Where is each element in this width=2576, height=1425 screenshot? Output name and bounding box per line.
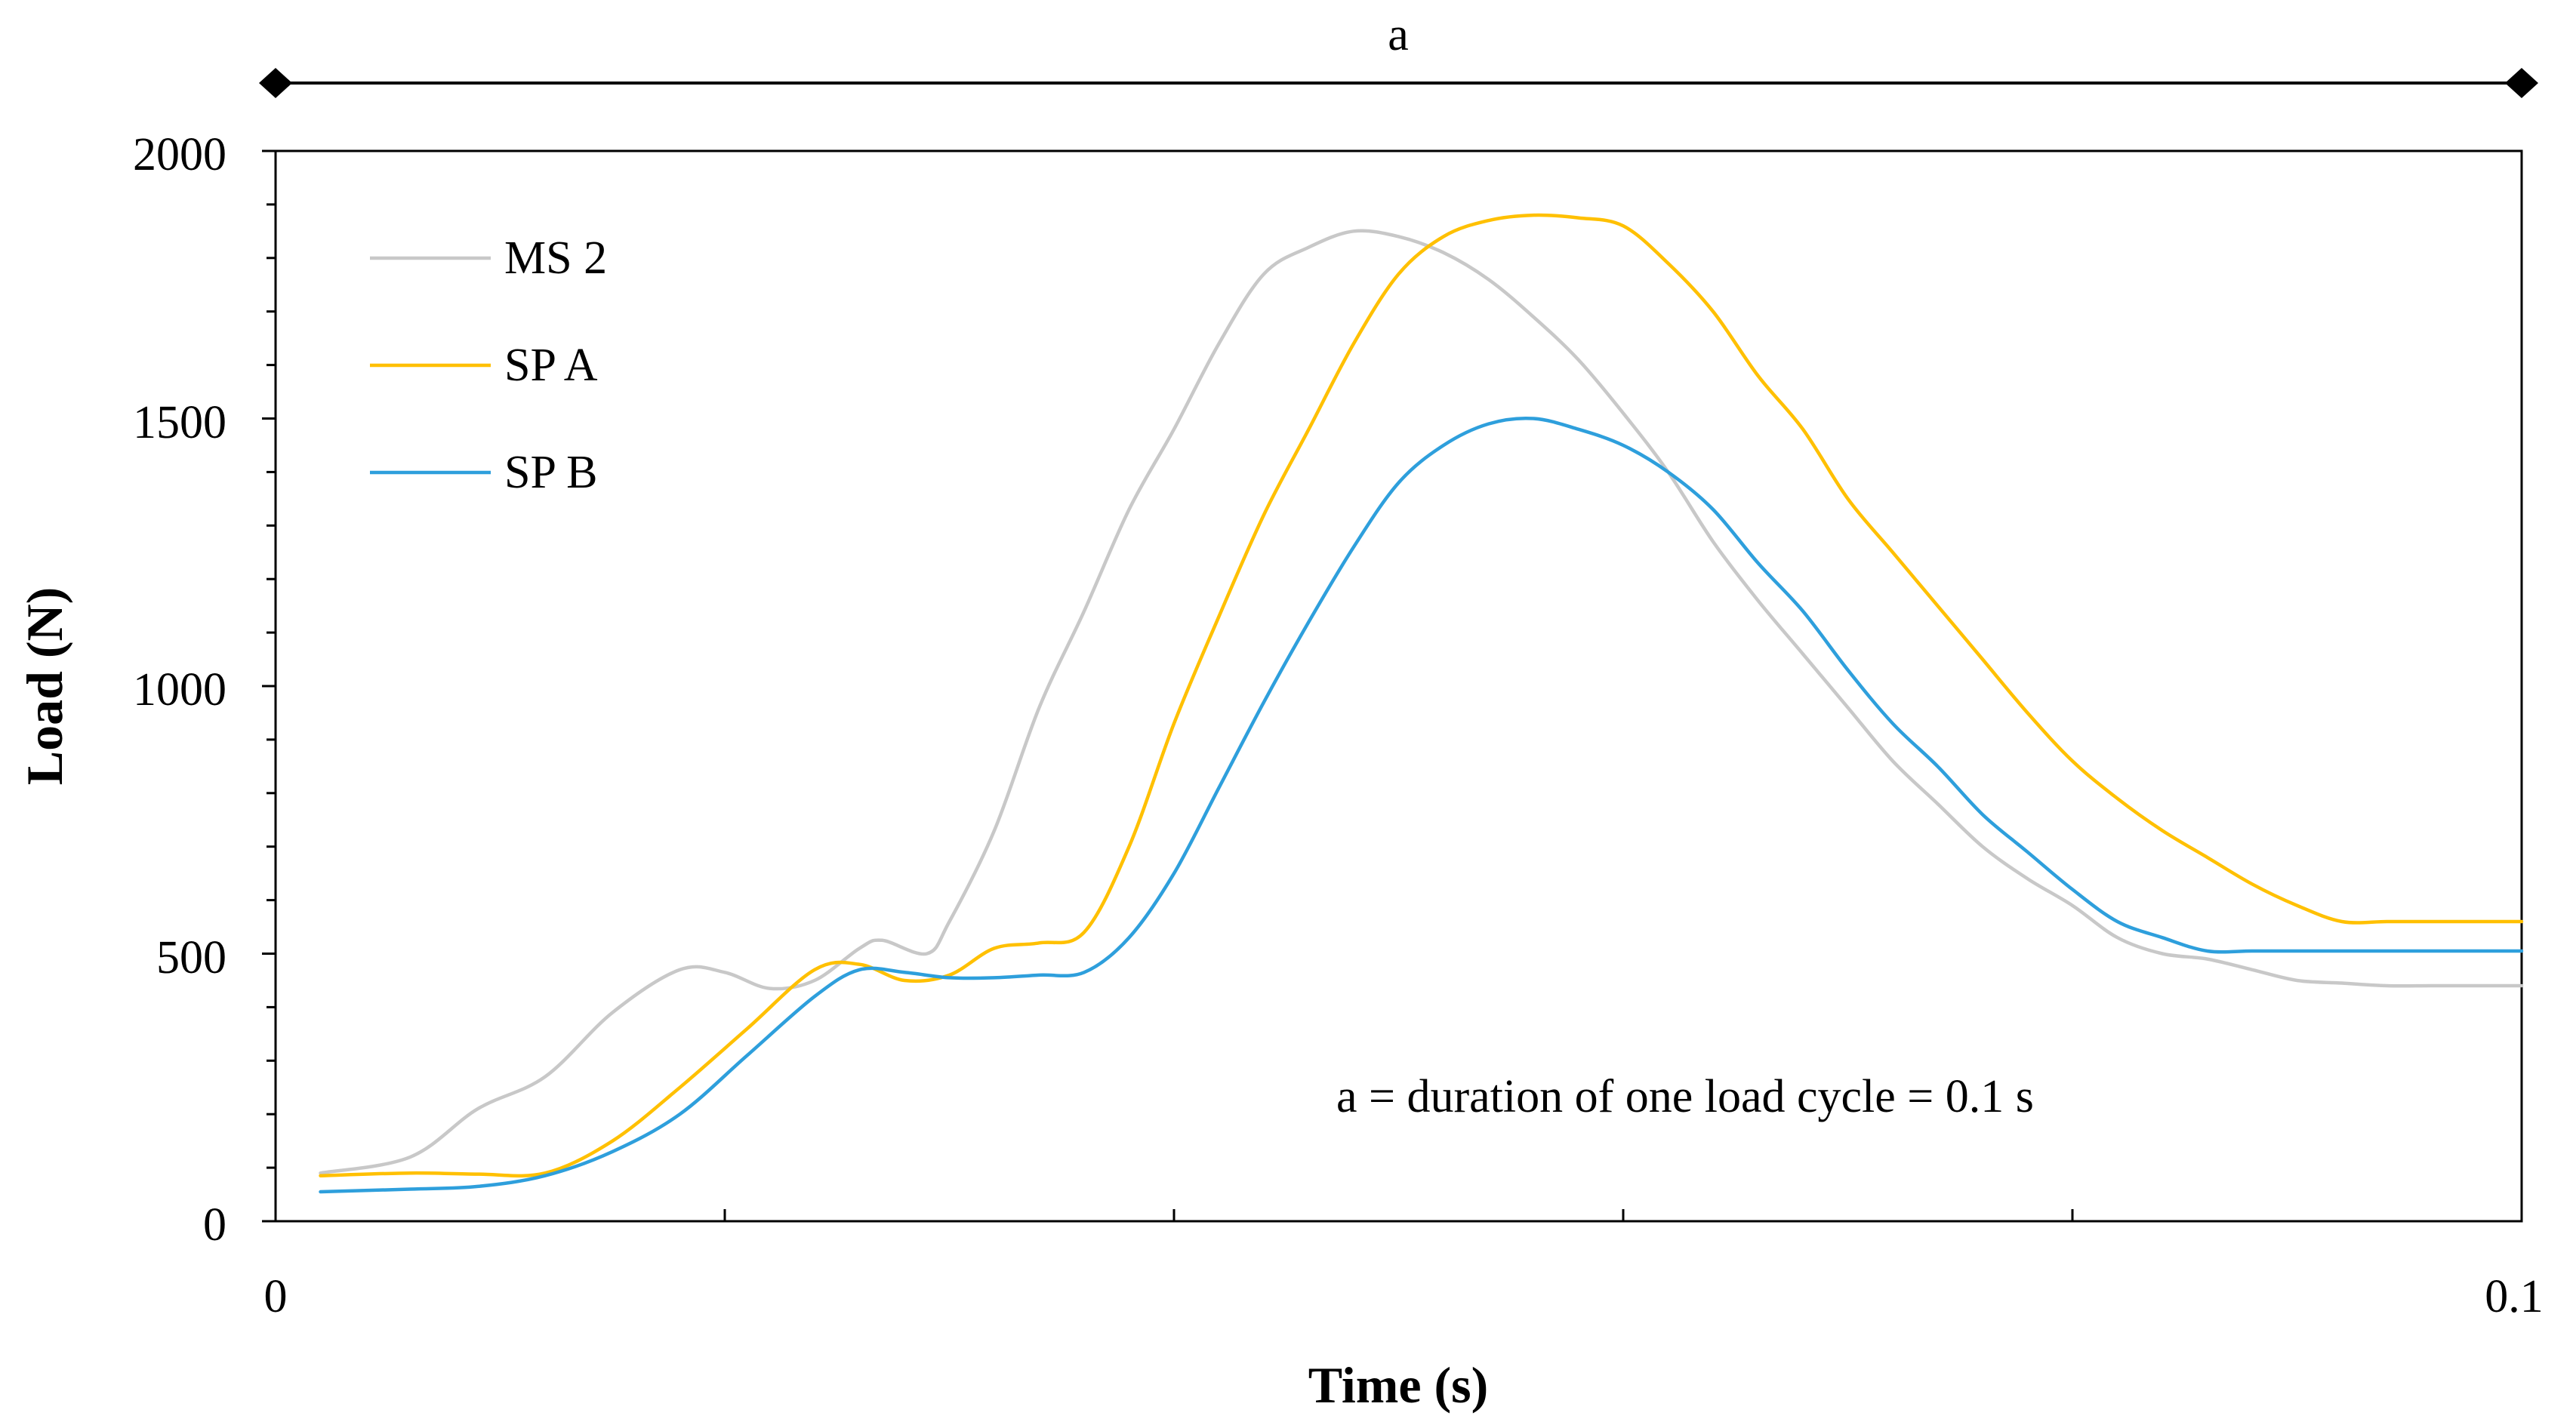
- legend: MS 2 SP A SP B: [370, 232, 607, 498]
- x-tick-label-0: 0: [264, 1271, 288, 1322]
- x-tick-label-0.1: 0.1: [2485, 1271, 2544, 1322]
- span-left-diamond: [259, 68, 292, 98]
- y-tick-label-500: 500: [156, 932, 226, 983]
- duration-note: a = duration of one load cycle = 0.1 s: [1336, 1071, 2034, 1122]
- y-axis-title: Load (N): [16, 587, 73, 786]
- y-axis-ticks: [262, 149, 276, 1223]
- series-line-ms-2: [319, 229, 2524, 1175]
- legend-entry-ms-2: MS 2: [370, 232, 607, 284]
- span-right-diamond: [2505, 68, 2538, 98]
- series-group: [319, 213, 2524, 1194]
- y-tick-label-1000: 1000: [133, 664, 226, 716]
- y-tick-label-1500: 1500: [133, 397, 226, 448]
- legend-label-sp-a: SP A: [504, 340, 598, 391]
- y-axis-tick-labels: 0 500 1000 1500 2000: [133, 129, 226, 1251]
- legend-entry-sp-a: SP A: [370, 340, 598, 391]
- span-annotation: a: [259, 9, 2538, 98]
- x-axis-title: Time (s): [1308, 1356, 1489, 1414]
- legend-entry-sp-b: SP B: [370, 447, 598, 498]
- legend-label-sp-b: SP B: [504, 447, 598, 498]
- y-tick-label-2000: 2000: [133, 129, 226, 180]
- span-label: a: [1388, 9, 1409, 60]
- series-line-sp-a: [319, 213, 2524, 1178]
- series-line-sp-b: [319, 416, 2524, 1194]
- legend-label-ms-2: MS 2: [504, 232, 607, 284]
- x-axis-ticks: [723, 1209, 2074, 1221]
- x-axis-tick-labels: 0 0.1: [264, 1271, 2544, 1322]
- y-tick-label-0: 0: [203, 1199, 226, 1251]
